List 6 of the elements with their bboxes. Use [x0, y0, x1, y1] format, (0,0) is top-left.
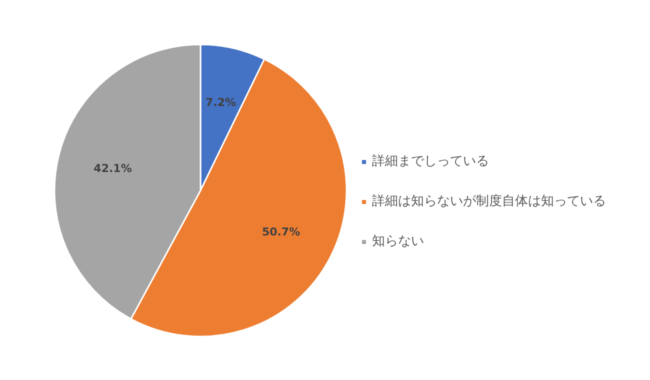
legend-label: 詳細は知らないが制度自体は知っている: [372, 193, 606, 210]
data-label: 42.1%: [94, 162, 132, 175]
data-label: 50.7%: [262, 225, 300, 238]
data-label: 7.2%: [206, 96, 236, 109]
legend-label: 知らない: [372, 233, 424, 250]
legend-label: 詳細までしっている: [372, 153, 489, 170]
